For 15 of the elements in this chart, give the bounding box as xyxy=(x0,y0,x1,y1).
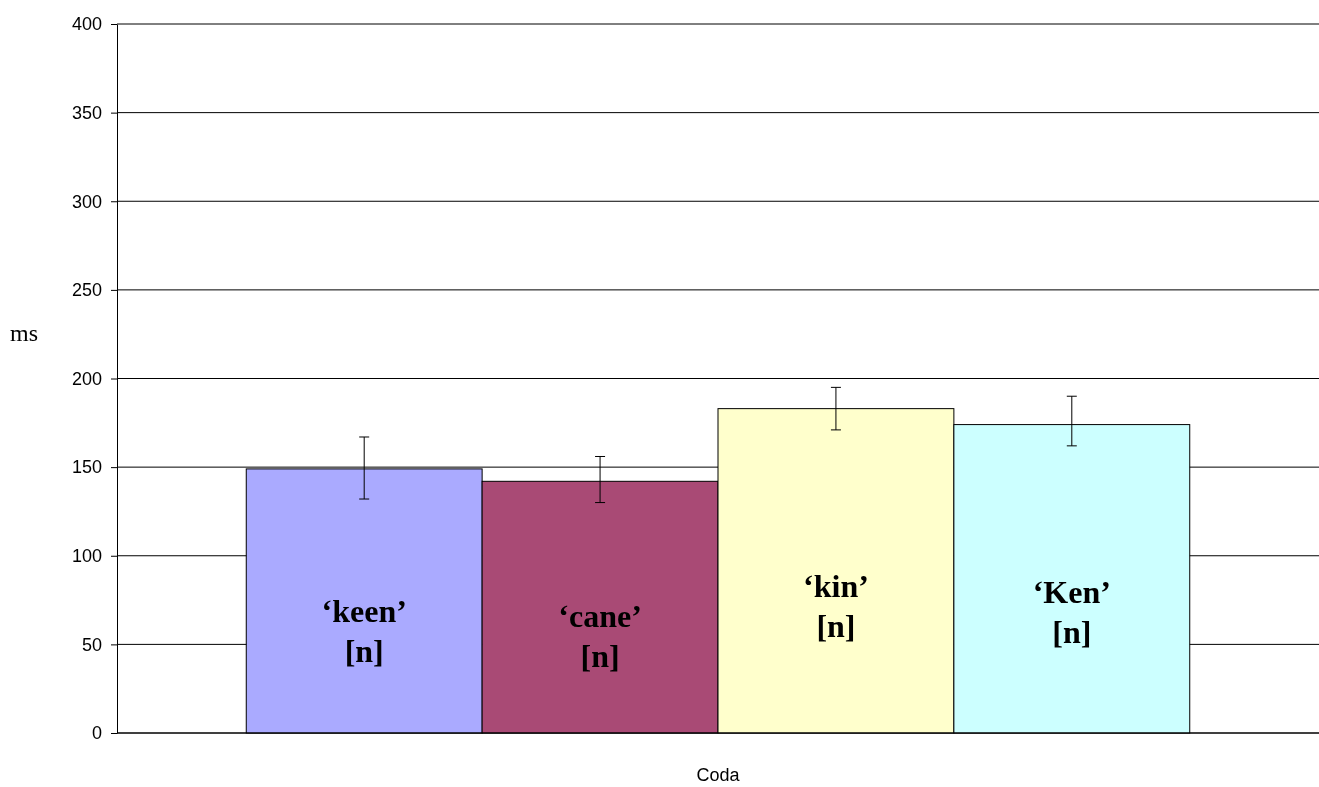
series-label: ‘kin’ [n] xyxy=(803,567,869,644)
series-label: ‘cane’ [n] xyxy=(558,598,642,675)
y-tick-label: 300 xyxy=(71,191,102,212)
y-tick-label: 100 xyxy=(71,546,102,567)
y-tick-label: 0 xyxy=(91,723,102,744)
y-tick-label: 350 xyxy=(71,102,102,123)
y-tick-label: 400 xyxy=(71,14,102,35)
x-tick-label: Coda xyxy=(696,765,741,785)
series-label: ‘Ken’ [n] xyxy=(1032,574,1111,651)
y-axis-title: ms xyxy=(10,320,39,346)
y-tick-label: 200 xyxy=(71,368,102,389)
y-tick-label: 250 xyxy=(71,280,102,301)
series-label: ‘keen’ [n] xyxy=(321,593,407,670)
y-tick-label: 150 xyxy=(71,457,102,478)
y-tick-label: 50 xyxy=(81,634,102,655)
